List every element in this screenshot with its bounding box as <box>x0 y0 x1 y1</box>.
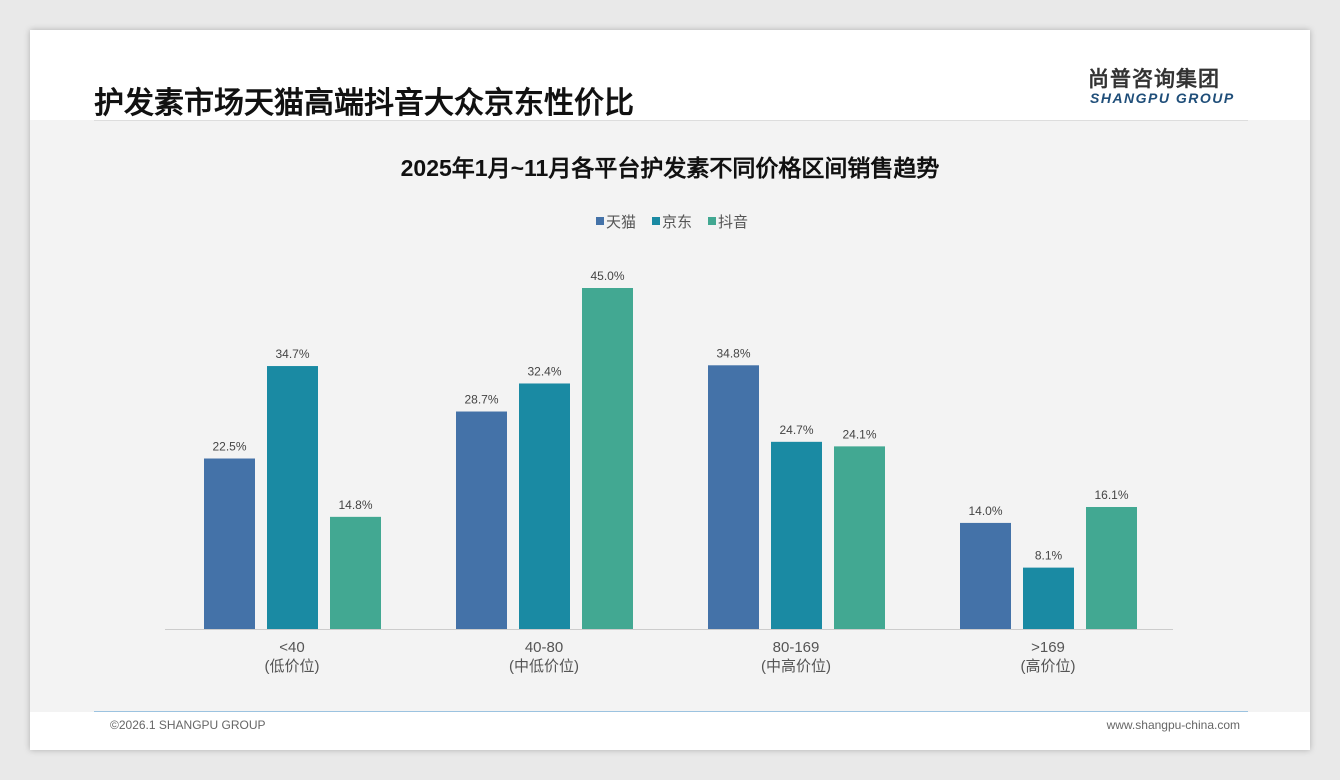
bar <box>267 366 318 629</box>
slide: 护发素市场天猫高端抖音大众京东性价比 尚普咨询集团 SHANGPU GROUP … <box>30 30 1310 750</box>
bar <box>330 516 381 629</box>
data-label: 34.7% <box>275 347 309 361</box>
x-tick-sublabel: (中高价位) <box>761 658 831 675</box>
legend-label: 天猫 <box>606 214 636 231</box>
data-label: 14.8% <box>338 498 372 512</box>
bar <box>582 288 633 629</box>
x-tick-sublabel: (低价位) <box>265 658 320 675</box>
data-label: 24.1% <box>842 427 876 441</box>
logo-cn: 尚普咨询集团 <box>1088 68 1220 91</box>
legend-swatch <box>652 217 660 225</box>
legend-swatch <box>596 217 604 225</box>
legend-swatch <box>708 217 716 225</box>
x-tick-label: 40-80 <box>525 639 563 656</box>
x-tick-label: >169 <box>1031 639 1065 656</box>
copyright: ©2026.1 SHANGPU GROUP <box>110 718 266 732</box>
data-label: 32.4% <box>527 364 561 378</box>
data-label: 8.1% <box>1035 549 1063 563</box>
data-label: 14.0% <box>968 504 1002 518</box>
x-tick-label: <40 <box>279 639 304 656</box>
bar <box>456 411 507 629</box>
bar <box>960 522 1011 629</box>
data-label: 24.7% <box>779 423 813 437</box>
logo-en: SHANGPU GROUP <box>1090 90 1235 106</box>
data-label: 45.0% <box>590 269 624 283</box>
x-tick-sublabel: (高价位) <box>1021 658 1076 675</box>
bar <box>1023 567 1074 629</box>
bar <box>204 458 255 629</box>
page-title: 护发素市场天猫高端抖音大众京东性价比 <box>94 87 634 120</box>
x-tick-sublabel: (中低价位) <box>509 658 579 675</box>
bar <box>708 365 759 629</box>
bar <box>771 441 822 629</box>
footer-divider <box>94 711 1248 712</box>
website: www.shangpu-china.com <box>1106 718 1240 732</box>
data-label: 28.7% <box>464 393 498 407</box>
bar <box>834 446 885 629</box>
bar <box>1086 506 1137 629</box>
chart-title: 2025年1月~11月各平台护发素不同价格区间销售趋势 <box>401 155 940 181</box>
x-tick-label: 80-169 <box>773 639 820 656</box>
legend-label: 抖音 <box>718 214 748 231</box>
bar <box>519 383 570 629</box>
data-label: 16.1% <box>1094 488 1128 502</box>
data-label: 34.8% <box>716 346 750 360</box>
header-divider <box>94 120 1248 121</box>
data-label: 22.5% <box>212 440 246 454</box>
legend-label: 京东 <box>662 214 692 231</box>
